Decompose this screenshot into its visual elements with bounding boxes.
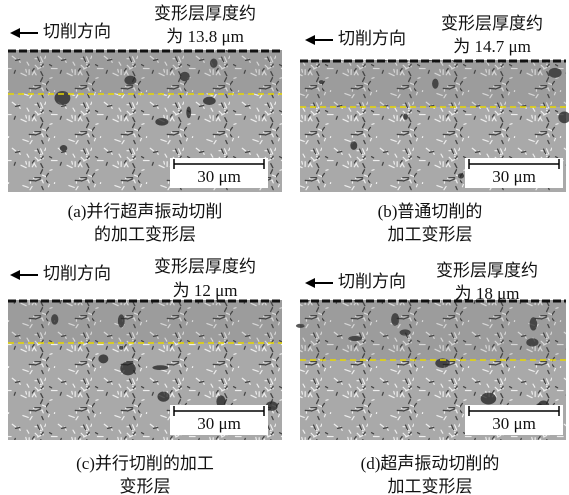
figure: 30 μm切削方向变形层厚度约为 13.8 μm(a)并行超声振动切削的加工变形… — [0, 0, 569, 495]
caption-line: (a)并行超声振动切削 — [68, 202, 223, 221]
caption-line: 加工变形层 — [388, 477, 473, 495]
dark-spot — [203, 97, 216, 105]
dark-spot — [458, 173, 464, 178]
dark-spot — [152, 365, 168, 370]
scale-label: 30 μm — [492, 414, 536, 433]
dark-spot — [155, 118, 168, 126]
dark-spot — [186, 106, 191, 118]
direction-label: 切削方向 — [338, 272, 406, 291]
thickness-label: 变形层厚度约 — [441, 14, 543, 33]
dark-spot — [60, 145, 67, 151]
deformed-layer-shade — [8, 50, 282, 94]
deformed-layer-shade — [300, 60, 566, 107]
dark-spot — [403, 113, 408, 119]
caption-line: 变形层 — [120, 477, 171, 495]
direction-label: 切削方向 — [43, 22, 111, 41]
direction-arrow — [10, 270, 38, 280]
thickness-value: 为 12 μm — [173, 281, 238, 300]
direction-label: 切削方向 — [338, 29, 406, 48]
direction-label: 切削方向 — [43, 264, 111, 283]
deformed-layer-shade — [300, 300, 566, 360]
direction-arrow — [10, 28, 38, 38]
dark-spot — [120, 362, 135, 376]
direction-arrow — [305, 278, 333, 288]
scale-label: 30 μm — [197, 414, 241, 433]
dark-spot — [350, 141, 357, 150]
thickness-value: 为 13.8 μm — [166, 27, 244, 46]
dark-spot — [119, 346, 123, 350]
dark-spot — [98, 354, 108, 363]
thickness-value: 为 14.7 μm — [453, 37, 531, 56]
dark-spot — [481, 393, 496, 405]
thickness-value: 为 18 μm — [455, 284, 520, 303]
thickness-label: 变形层厚度约 — [154, 257, 256, 276]
deformed-layer-shade — [8, 300, 282, 343]
dark-spot — [157, 391, 169, 401]
thickness-label: 变形层厚度约 — [154, 4, 256, 23]
caption-line: 加工变形层 — [388, 225, 473, 244]
thickness-label: 变形层厚度约 — [436, 261, 538, 280]
caption-line: (c)并行切削的加工 — [76, 454, 214, 473]
caption-line: (d)超声振动切削的 — [361, 454, 500, 473]
scale-label: 30 μm — [197, 167, 241, 186]
caption-line: (b)普通切削的 — [378, 202, 483, 221]
scale-label: 30 μm — [492, 167, 536, 186]
direction-arrow — [305, 35, 333, 45]
caption-line: 的加工变形层 — [94, 225, 196, 244]
